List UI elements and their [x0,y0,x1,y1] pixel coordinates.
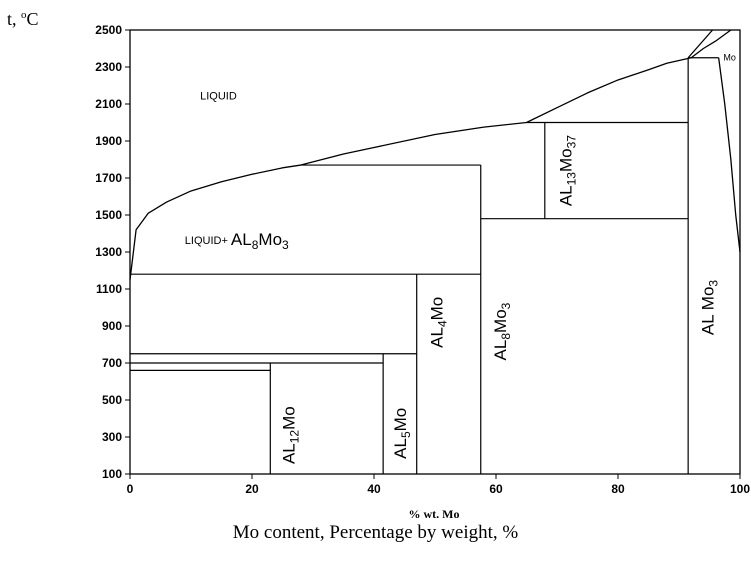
x-tick-label: 80 [611,482,625,496]
x-axis-label: % wt. Mo [409,507,460,520]
phase-label-liquid-al8mo3: LIQUID+ AL8Mo3 [185,230,289,252]
y-tick-label: 500 [102,393,122,407]
y-tick-label: 100 [102,467,122,481]
x-tick-label: 0 [127,482,134,496]
liquidus-curve [129,29,732,280]
y-tick-label: 2100 [95,97,122,111]
mo-solvus-curve [718,57,741,253]
y-tick-label: 1900 [95,134,122,148]
y-axis-label: t, oC [7,9,39,29]
y-tick-label: 1300 [95,245,122,259]
y-tick-label: 900 [102,319,122,333]
x-tick-label: 20 [245,482,259,496]
figure-caption: Mo content, Percentage by weight, % [232,522,519,543]
phase-label-al13mo37: AL13Mo37 [557,135,579,206]
y-tick-label: 1700 [95,171,122,185]
y-tick-label: 300 [102,430,122,444]
phase-diagram: 100 300 500 700 900 1100 1300 1500 1700 1900 2100 2… [7,9,750,520]
x-tick-label: 60 [489,482,503,496]
y-tick-label: 2300 [95,60,122,74]
phase-label-liquid: LIQUID [200,91,237,103]
y-tick-label: 1100 [96,282,122,296]
y-tick-label: 700 [102,356,122,370]
x-tick-label: 40 [367,482,381,496]
phase-label-mo: Mo [723,53,736,63]
phase-label-al8mo3: AL8Mo3 [492,302,514,360]
almo3-liquidus-line [687,29,714,59]
y-tick-label: 1500 [95,208,122,222]
y-tick-label: 2500 [95,23,122,37]
x-tick-label: 100 [730,482,750,496]
phase-label-al5mo: AL5Mo [392,408,414,459]
phase-label-al12mo: AL12Mo [280,406,302,464]
phase-label-almo3: AL Mo3 [699,280,721,336]
phase-label-al4mo: AL4Mo [428,297,450,348]
